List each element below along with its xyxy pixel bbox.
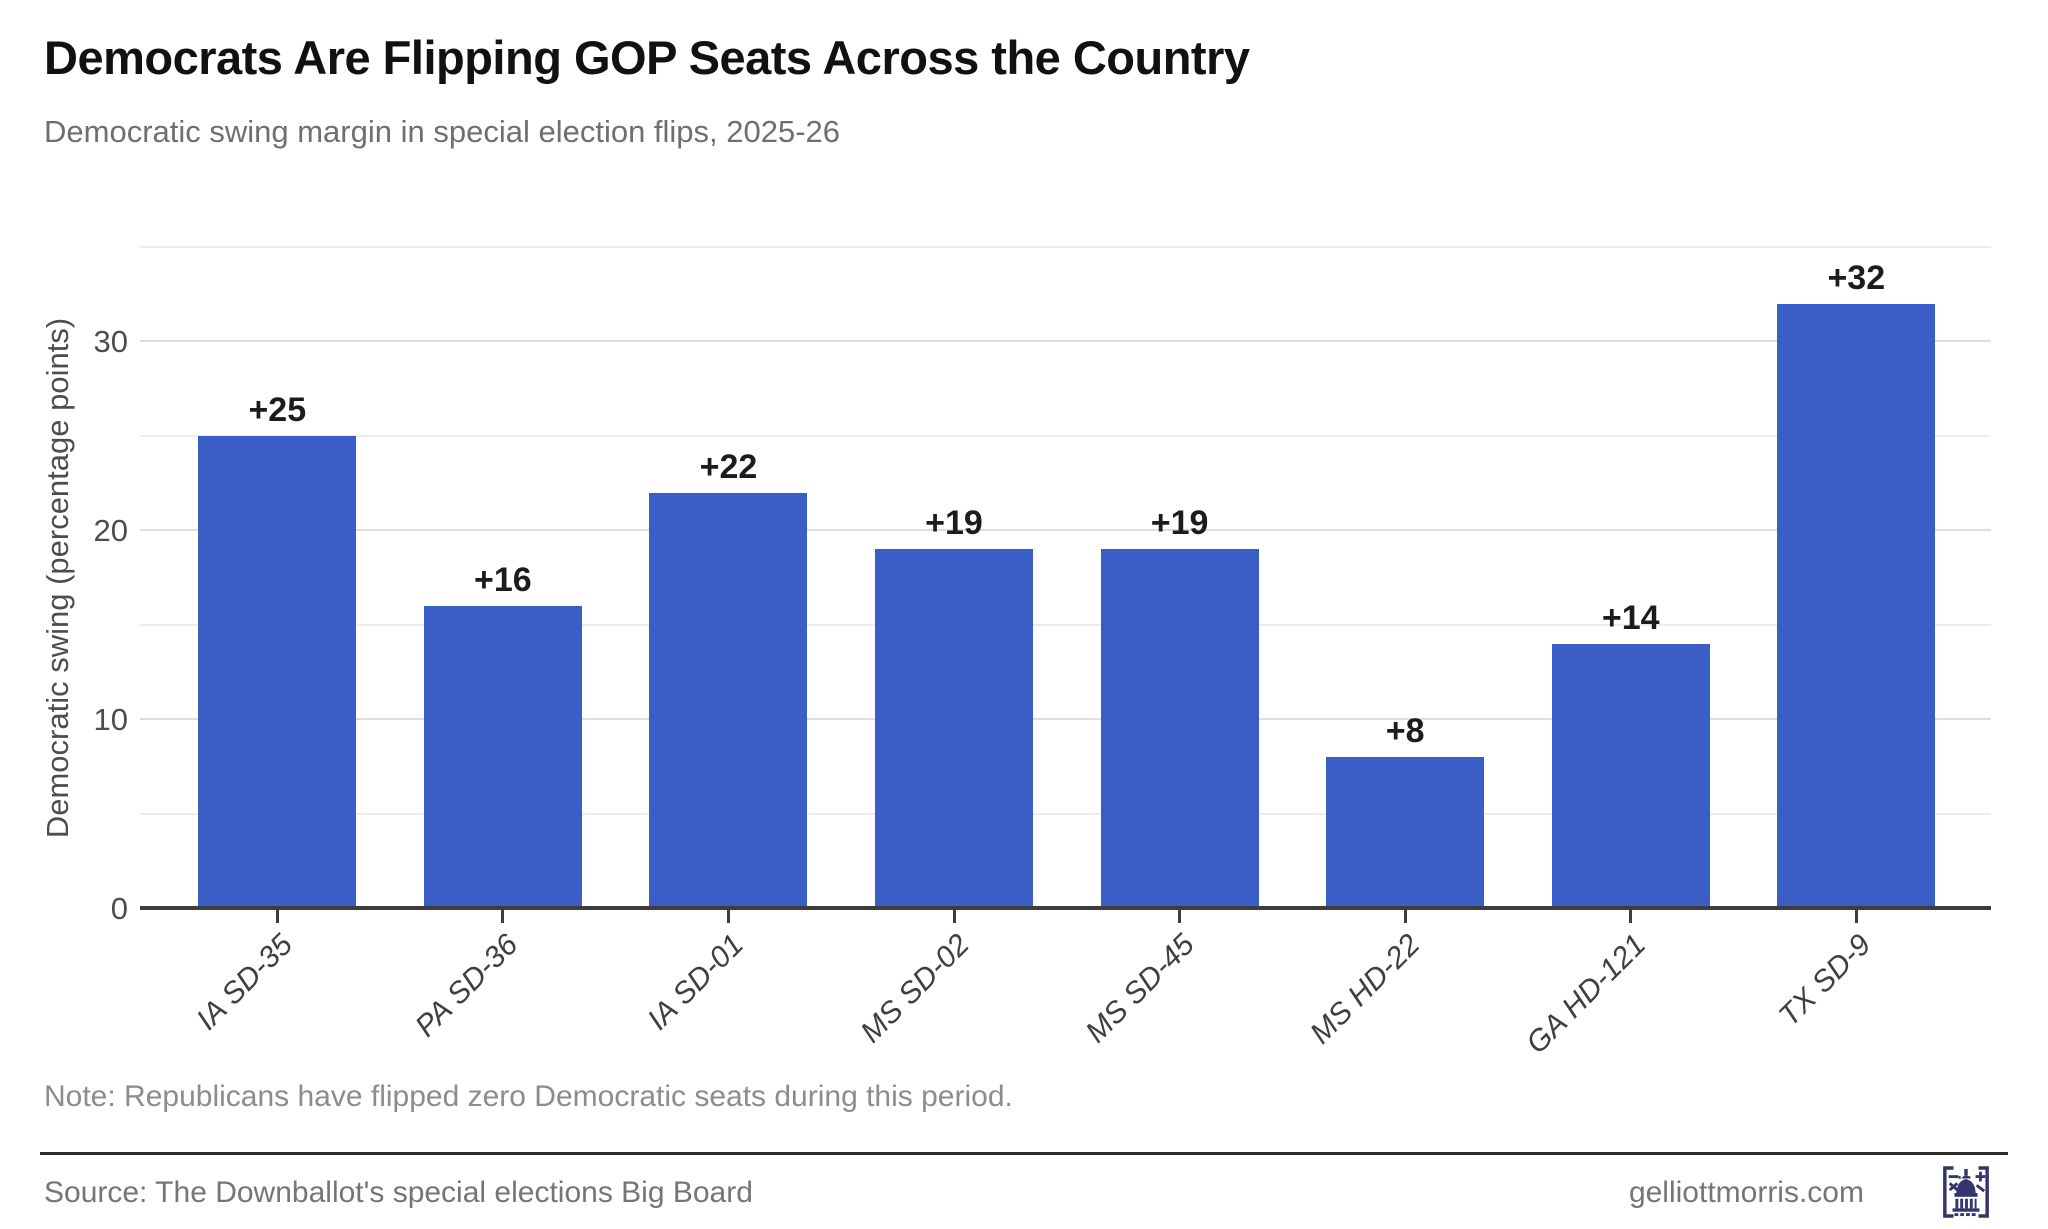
bar: [1100, 549, 1259, 908]
site-credit: gelliottmorris.com: [1628, 1176, 1864, 1209]
bar-value-label: +19: [925, 504, 983, 543]
gridline-major: [140, 340, 1991, 343]
gridline-minor: [140, 246, 1991, 248]
bar-value-label: +19: [1150, 504, 1209, 543]
bar: [1326, 756, 1485, 908]
footer-divider: [40, 1152, 2008, 1155]
gridline-minor: [140, 434, 1991, 437]
x-tick-label-text: MS HD-22: [1304, 928, 1427, 1051]
x-tick-label-text: TX SD-9: [1772, 928, 1878, 1033]
bar: [1777, 303, 1936, 908]
x-tick-mark: [1178, 910, 1182, 923]
x-tick-mark: [1629, 910, 1633, 923]
y-tick-label: 30: [93, 324, 128, 360]
bar: [875, 549, 1033, 908]
capitol-icon: [1943, 1166, 1989, 1218]
bar: [198, 435, 357, 908]
bar: [423, 605, 582, 908]
x-tick-label-text: IA SD-35: [190, 928, 299, 1037]
x-tick-label-text: PA SD-36: [408, 928, 525, 1044]
x-tick-mark: [275, 910, 279, 923]
y-tick-label: 20: [93, 513, 128, 549]
chart-title: Democrats Are Flipping GOP Seats Across …: [44, 31, 1250, 84]
bar-value-label: +8: [1385, 711, 1425, 750]
gridline-minor: [140, 623, 1991, 626]
x-tick-label-text: MS SD-45: [1079, 928, 1201, 1050]
bar-value-label: +16: [474, 560, 532, 599]
x-tick-label-text: MS SD-02: [854, 928, 976, 1050]
chart-subtitle: Democratic swing margin in special elect…: [44, 114, 841, 149]
x-axis-line: [140, 906, 1991, 910]
x-tick-label-text: GA HD-121: [1519, 928, 1653, 1061]
gridline-minor: [140, 812, 1991, 815]
source-credit: Source: The Downballot's special electio…: [44, 1176, 753, 1209]
chart-note: Note: Republicans have flipped zero Demo…: [44, 1080, 1013, 1113]
x-tick-label-text: IA SD-01: [641, 928, 750, 1037]
y-tick-label: 0: [110, 891, 128, 926]
y-tick-label: 10: [93, 702, 128, 738]
bar: [649, 492, 808, 908]
gridline-major: [140, 718, 1991, 721]
gridline-major: [140, 529, 1991, 532]
bar-value-label: +32: [1827, 258, 1886, 297]
bar-value-label: +25: [248, 390, 307, 429]
x-tick-mark: [952, 910, 956, 923]
x-tick-mark: [1854, 910, 1858, 923]
x-tick-mark: [1403, 910, 1407, 923]
bar-value-label: +22: [699, 447, 758, 486]
bar: [1551, 643, 1710, 908]
x-tick-mark: [726, 910, 730, 923]
x-tick-mark: [501, 910, 505, 923]
bar-value-label: +14: [1601, 598, 1660, 637]
y-axis-title-text: Democratic swing (percentage points): [40, 317, 75, 839]
